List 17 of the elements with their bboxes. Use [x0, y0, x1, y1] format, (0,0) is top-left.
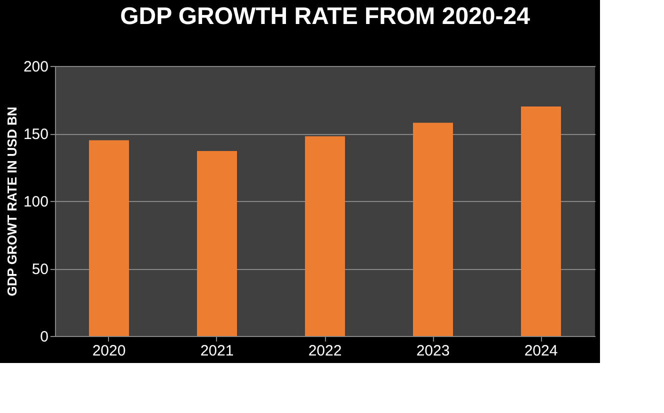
y-tick-label: 0 [40, 328, 48, 346]
y-tick-label: 200 [23, 58, 48, 76]
bar [197, 151, 237, 336]
y-tick-label: 100 [23, 194, 48, 210]
x-tick-label: 2023 [416, 342, 450, 360]
chart-title: GDP GROWTH RATE FROM 2020-24 [120, 3, 531, 30]
y-axis-title: GDP GROWT RATE IN USD BN [4, 106, 20, 296]
x-tick-label: 2024 [524, 342, 558, 360]
x-tick-label: 2020 [92, 342, 126, 360]
bar [305, 136, 345, 336]
bar [521, 106, 561, 336]
x-tick-label: 2021 [200, 342, 234, 360]
x-tick-label: 2022 [308, 342, 342, 360]
bar [89, 140, 129, 336]
y-tick-label: 150 [23, 126, 48, 143]
y-tick-label: 50 [32, 261, 48, 278]
bar [413, 122, 453, 336]
